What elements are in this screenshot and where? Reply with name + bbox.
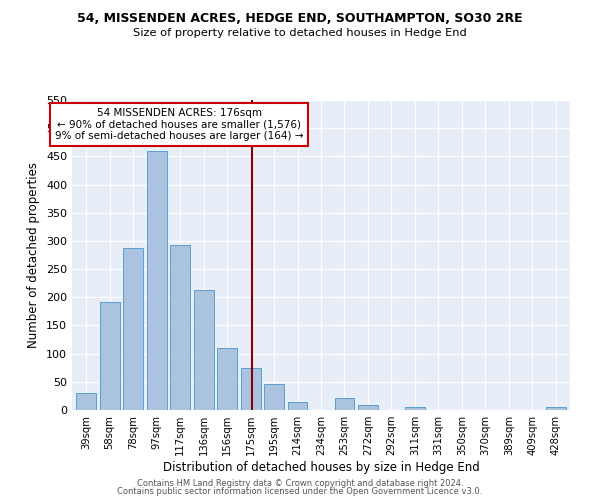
Bar	[217, 348, 237, 410]
X-axis label: Distribution of detached houses by size in Hedge End: Distribution of detached houses by size …	[163, 461, 479, 474]
Y-axis label: Number of detached properties: Number of detached properties	[28, 162, 40, 348]
Bar	[76, 393, 96, 410]
Bar	[264, 384, 284, 410]
Bar	[146, 152, 167, 410]
Text: Contains HM Land Registry data © Crown copyright and database right 2024.: Contains HM Land Registry data © Crown c…	[137, 478, 463, 488]
Bar	[241, 368, 260, 410]
Bar	[194, 290, 214, 410]
Text: 54, MISSENDEN ACRES, HEDGE END, SOUTHAMPTON, SO30 2RE: 54, MISSENDEN ACRES, HEDGE END, SOUTHAMP…	[77, 12, 523, 26]
Bar	[100, 302, 119, 410]
Bar	[546, 407, 566, 410]
Bar	[287, 402, 307, 410]
Bar	[170, 246, 190, 410]
Text: Contains public sector information licensed under the Open Government Licence v3: Contains public sector information licen…	[118, 487, 482, 496]
Bar	[335, 398, 355, 410]
Bar	[405, 407, 425, 410]
Text: Size of property relative to detached houses in Hedge End: Size of property relative to detached ho…	[133, 28, 467, 38]
Bar	[358, 406, 378, 410]
Text: 54 MISSENDEN ACRES: 176sqm
← 90% of detached houses are smaller (1,576)
9% of se: 54 MISSENDEN ACRES: 176sqm ← 90% of deta…	[55, 108, 304, 141]
Bar	[123, 248, 143, 410]
